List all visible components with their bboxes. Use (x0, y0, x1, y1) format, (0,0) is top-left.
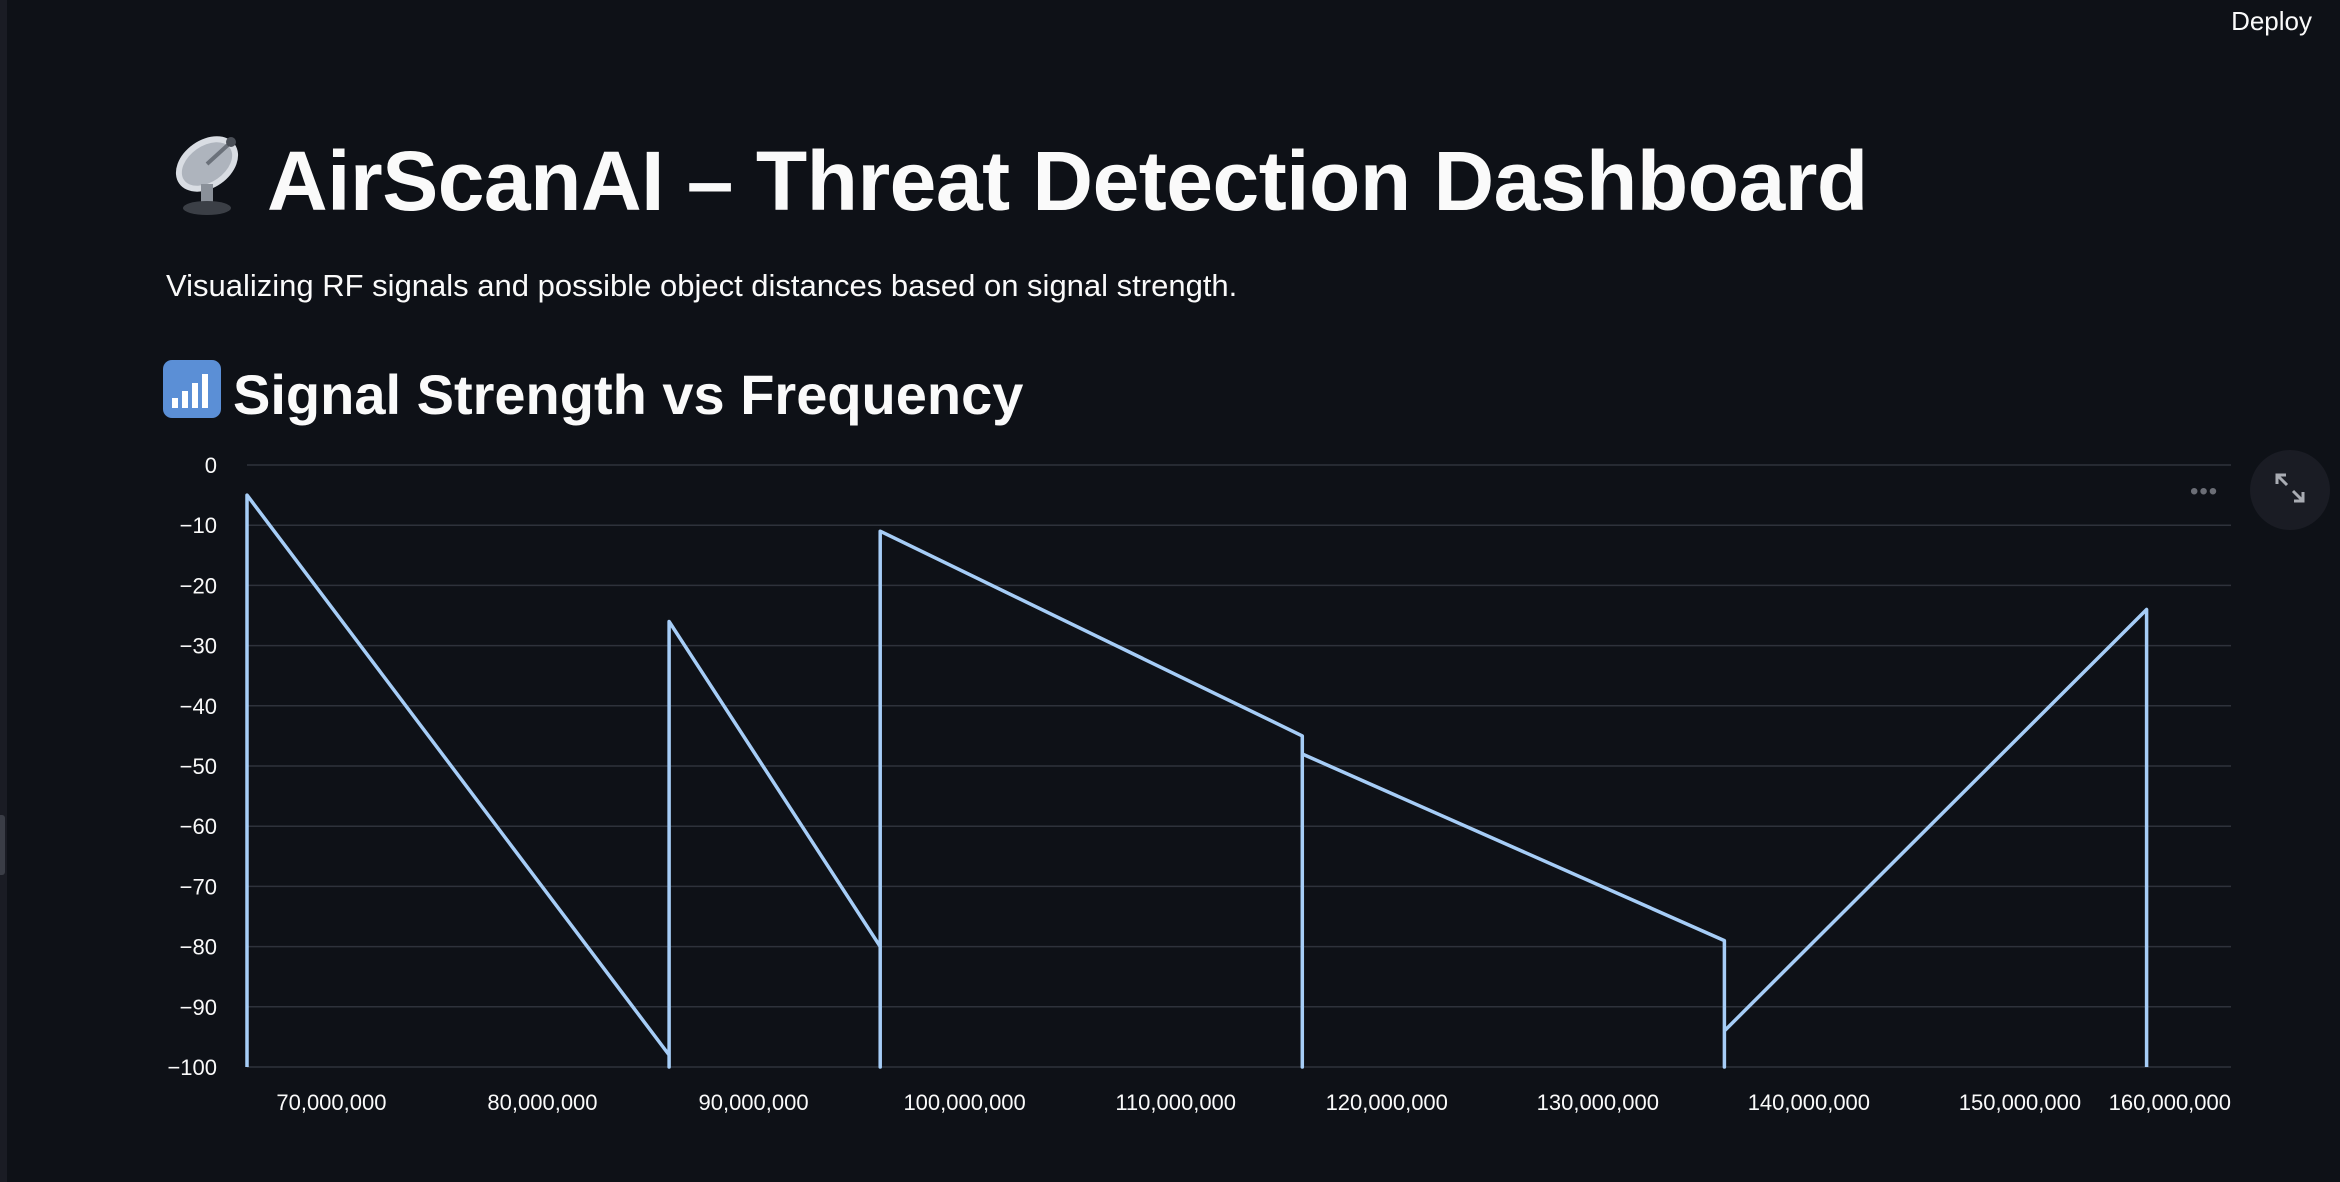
page-title: AirScanAI – Threat Detection Dashboard (267, 134, 1868, 228)
x-tick-label: 130,000,000 (1537, 1090, 1659, 1115)
y-tick-label: −80 (180, 935, 217, 960)
y-tick-label: −10 (180, 513, 217, 538)
y-tick-label: −60 (180, 814, 217, 839)
x-axis: 70,000,000 80,000,000 90,000,000 100,000,00… (276, 1090, 2231, 1115)
x-tick-label: 140,000,000 (1748, 1090, 1870, 1115)
chart-grid (247, 464, 2231, 1068)
fullscreen-button[interactable] (2250, 450, 2330, 530)
chart-svg: 0 −10 −20 −30 −40 −50 −60 −70 −80 −90 −100 70,000,… (167, 455, 2231, 1115)
deploy-button[interactable]: Deploy (2231, 6, 2312, 36)
y-tick-label: −40 (180, 694, 217, 719)
x-tick-label: 160,000,000 (2109, 1090, 2231, 1115)
y-axis: 0 −10 −20 −30 −40 −50 −60 −70 −80 −90 −100 (167, 455, 217, 1080)
x-tick-label: 80,000,000 (487, 1090, 597, 1115)
x-tick-label: 150,000,000 (1959, 1090, 2081, 1115)
y-tick-label: −90 (180, 995, 217, 1020)
series-line (245, 493, 2149, 1069)
x-tick-label: 120,000,000 (1326, 1090, 1448, 1115)
sidebar-edge (0, 0, 7, 1182)
y-tick-label: −100 (167, 1055, 217, 1080)
x-tick-label: 70,000,000 (276, 1090, 386, 1115)
satellite-dish-icon (163, 128, 253, 239)
page-subtitle: Visualizing RF signals and possible obje… (166, 268, 1238, 303)
sidebar-resize-handle[interactable] (0, 815, 5, 875)
chart-menu-icon[interactable]: ••• (2190, 478, 2219, 505)
y-tick-label: −70 (180, 874, 217, 899)
y-tick-label: 0 (205, 455, 217, 478)
expand-icon (2273, 471, 2307, 510)
signal-chart[interactable]: 0 −10 −20 −30 −40 −50 −60 −70 −80 −90 −100 70,000,… (160, 455, 2250, 1145)
x-tick-label: 110,000,000 (1115, 1090, 1236, 1115)
section-title: Signal Strength vs Frequency (233, 363, 1024, 426)
y-tick-label: −30 (180, 634, 217, 659)
y-tick-label: −50 (180, 754, 217, 779)
y-tick-label: −20 (180, 573, 217, 598)
chart-series (245, 493, 2149, 1069)
page-title-row: AirScanAI – Threat Detection Dashboard (163, 128, 1868, 239)
section-title-row: Signal Strength vs Frequency (163, 360, 1023, 434)
x-tick-label: 90,000,000 (698, 1090, 808, 1115)
signal-bars-icon (163, 360, 221, 434)
x-tick-label: 100,000,000 (903, 1090, 1025, 1115)
